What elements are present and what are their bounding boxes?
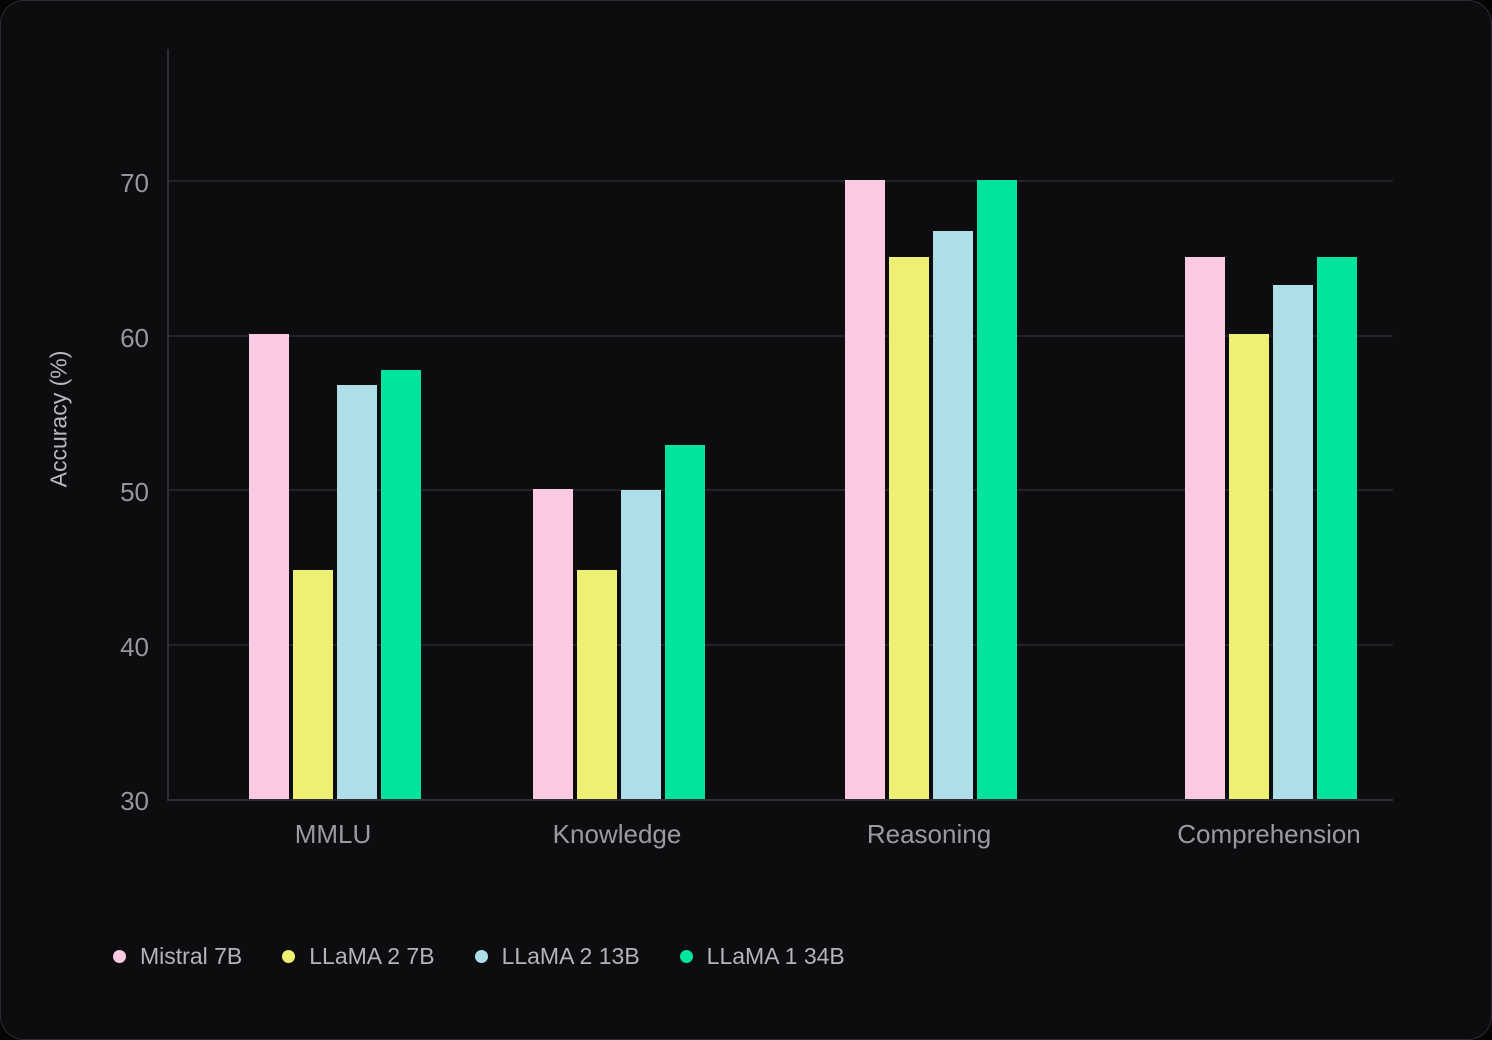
- x-axis-label-reasoning: Reasoning: [866, 819, 992, 849]
- legend-item-llama-1-34b[interactable]: LLaMA 1 34B: [679, 943, 845, 970]
- gridline-40: [169, 643, 1393, 646]
- y-tick-label-70: 70: [120, 168, 149, 199]
- legend-label-mistral-7b: Mistral 7B: [140, 943, 243, 969]
- bar-group-reasoning: [845, 179, 1017, 799]
- bar-mistral-7b-knowledge: [533, 488, 573, 799]
- bar-llama-2-7b-knowledge: [577, 570, 617, 799]
- bar-llama-1-34b-knowledge: [665, 445, 705, 799]
- x-axis-label-knowledge: Knowledge: [552, 819, 682, 849]
- bar-llama-2-13b-mmlu: [337, 385, 377, 799]
- bar-mistral-7b-comprehension: [1185, 257, 1225, 799]
- y-tick-label-50: 50: [120, 477, 149, 508]
- gridline-50: [169, 489, 1393, 492]
- bar-llama-2-13b-reasoning: [933, 230, 973, 799]
- bar-llama-1-34b-comprehension: [1317, 257, 1357, 799]
- bar-group-comprehension: [1185, 257, 1357, 799]
- legend-dot-llama-2-13b-icon: [474, 950, 488, 963]
- bar-mistral-7b-mmlu: [249, 334, 289, 799]
- legend-item-llama-2-13b[interactable]: LLaMA 2 13B: [474, 943, 640, 970]
- bar-llama-1-34b-reasoning: [977, 179, 1017, 799]
- bar-llama-2-7b-comprehension: [1229, 334, 1269, 799]
- bar-llama-2-7b-reasoning: [889, 257, 929, 799]
- y-axis-title: Accuracy (%): [45, 350, 72, 488]
- bar-llama-2-13b-comprehension: [1273, 284, 1313, 799]
- legend-label-llama-2-7b: LLaMA 2 7B: [309, 943, 435, 969]
- legend-item-mistral-7b[interactable]: Mistral 7B: [113, 943, 242, 970]
- legend-label-llama-1-34b: LLaMA 1 34B: [706, 943, 845, 969]
- legend-label-llama-2-13b: LLaMA 2 13B: [501, 943, 640, 969]
- bar-llama-2-13b-knowledge: [621, 490, 661, 799]
- y-tick-label-40: 40: [120, 631, 149, 662]
- y-tick-label-60: 60: [120, 322, 149, 353]
- bar-mistral-7b-reasoning: [845, 179, 885, 799]
- gridline-70: [169, 180, 1393, 183]
- legend-dot-llama-1-34b-icon: [679, 950, 693, 963]
- gridline-60: [169, 334, 1393, 337]
- legend-dot-mistral-7b-icon: [113, 950, 126, 963]
- bar-llama-2-7b-mmlu: [293, 570, 333, 799]
- x-axis-label-mmlu: MMLU: [294, 819, 372, 849]
- legend-item-llama-2-7b[interactable]: LLaMA 2 7B: [282, 943, 435, 970]
- plot-area: [167, 49, 1393, 801]
- bar-group-knowledge: [533, 445, 705, 799]
- bar-group-mmlu: [249, 334, 421, 799]
- legend: Mistral 7B LLaMA 2 7B LLaMA 2 13B LLaMA 1 3…: [113, 943, 845, 970]
- x-axis-label-comprehension: Comprehension: [1177, 819, 1361, 849]
- y-tick-label-30: 30: [120, 786, 149, 816]
- legend-dot-llama-2-7b-icon: [282, 950, 296, 963]
- bar-llama-1-34b-mmlu: [381, 369, 421, 799]
